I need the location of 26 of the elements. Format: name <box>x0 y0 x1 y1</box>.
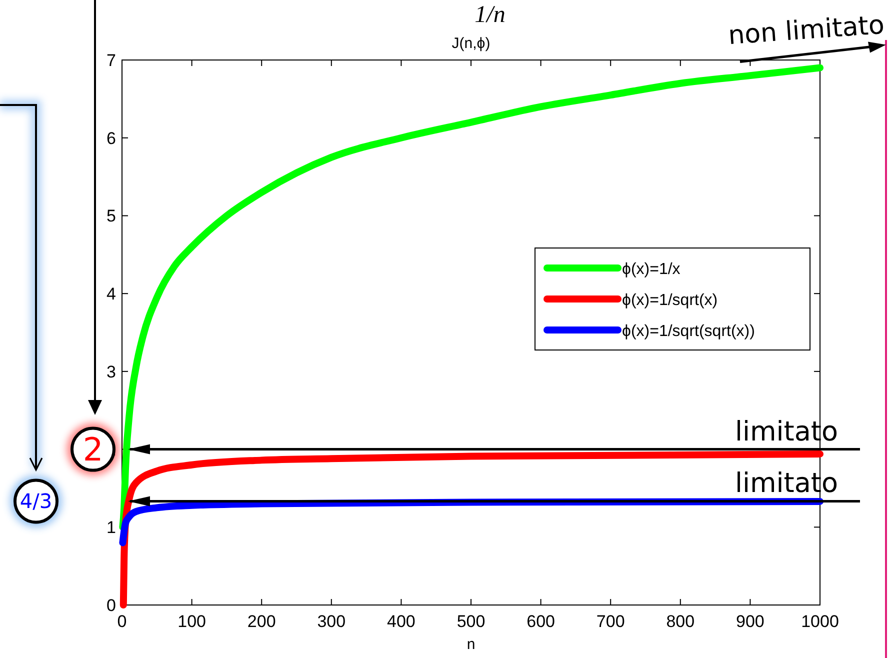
y-tick-label: 6 <box>106 128 116 148</box>
x-tick-label: 700 <box>596 612 625 631</box>
text: 4/3 <box>20 489 52 514</box>
y-tick-label: 3 <box>106 362 116 382</box>
x-tick-label: 800 <box>666 612 695 631</box>
chart-title: J(n,ϕ) <box>452 35 490 52</box>
text: 1/n <box>474 2 506 28</box>
legend-label: ϕ(x)=1/sqrt(sqrt(x)) <box>622 323 755 340</box>
y-tick-label: 0 <box>106 596 116 615</box>
x-tick-label: 1000 <box>801 612 839 631</box>
text: 2 <box>82 430 104 468</box>
x-tick-label: 100 <box>178 612 206 631</box>
x-tick-label: 900 <box>736 612 764 631</box>
y-tick-label: 1 <box>106 518 116 538</box>
x-tick-label: 500 <box>456 612 486 631</box>
legend-label: ϕ(x)=1/x <box>622 261 680 278</box>
y-tick-label: 5 <box>106 206 116 226</box>
y-tick-label: 4 <box>106 284 116 304</box>
annotation: non limitato <box>727 10 886 52</box>
x-tick-label: 200 <box>247 612 276 631</box>
x-axis-title: n <box>466 636 476 653</box>
y-tick-label: 7 <box>106 51 116 70</box>
x-tick-label: 300 <box>317 612 346 631</box>
x-tick-label: 600 <box>526 612 555 631</box>
x-tick-label: 400 <box>387 612 416 631</box>
legend-label: ϕ(x)=1/sqrt(x) <box>622 292 718 309</box>
